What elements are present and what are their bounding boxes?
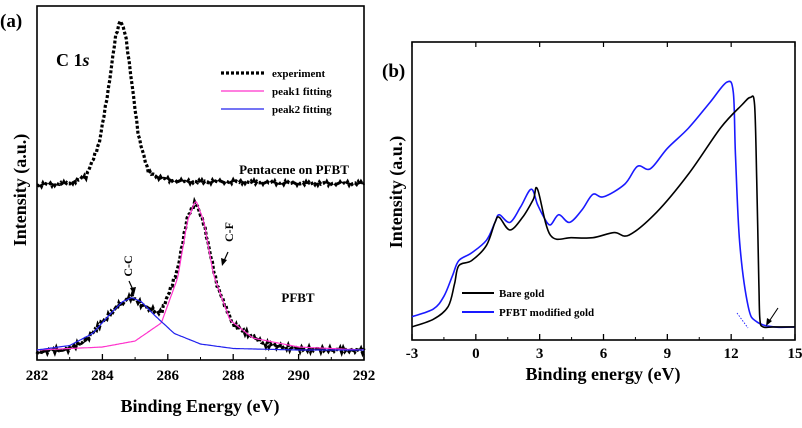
panel-a-label: (a) (0, 11, 22, 32)
panel-b-legend: Bare gold PFBT modified gold (462, 288, 594, 319)
panel-b-xtick-label: 12 (724, 346, 739, 362)
panel-a-xtick-label: 282 (26, 368, 49, 384)
legend-label-experiment: experiment (272, 68, 325, 80)
panel-a-title-suffix: s (82, 50, 90, 70)
panel-a-curves (35, 17, 366, 358)
panel-a-xlabel: Binding Energy (eV) (120, 396, 279, 417)
panel-b-ylabel: Intensity (a.u.) (386, 136, 407, 249)
legend-label-peak2-fitting: peak2 fitting (272, 104, 332, 116)
panel-b-xtick-label: -3 (406, 346, 419, 362)
blue-edge-arrow (736, 312, 749, 329)
cc-arrowhead (130, 287, 136, 295)
panel-b-curves (411, 80, 796, 329)
panel-b-label: (b) (382, 61, 405, 82)
legend-label-peak1-fitting: peak1 fitting (272, 86, 332, 98)
panel-a-xtick-label: 290 (287, 368, 310, 384)
panel-b-xtick-label: 15 (788, 346, 802, 362)
annotation-cf: C-F (222, 222, 236, 242)
panel-a-series-experiment-0 (36, 17, 366, 190)
annotation-pentacene-on-pfbt: Pentacene on PFBT (239, 162, 349, 177)
panel-b-xtick-label: 3 (536, 346, 544, 362)
panel-a-series-peak1-fitting-2 (36, 201, 365, 351)
panel-a-legend: experiment peak1 fitting peak2 fitting (221, 68, 332, 116)
annotation-pfbt: PFBT (281, 290, 315, 305)
panel-b-series-Bare-gold (411, 95, 795, 329)
panel-b-xtick-label: 6 (600, 346, 608, 362)
panel-b-xlabel: Binding energy (eV) (526, 364, 681, 385)
cf-arrowhead (221, 258, 227, 266)
panel-a-ylabel: Intensity (a.u.) (10, 134, 31, 247)
panel-a-series-experiment-1 (35, 196, 366, 358)
panel-a-series-peak2-fitting-3 (36, 297, 364, 351)
panel-a-title: C 1s (56, 50, 90, 70)
panel-a-xtick-label: 292 (353, 368, 376, 384)
annotation-cc: C-C (121, 255, 135, 276)
black-edge-arrowhead (766, 318, 772, 326)
panel-a-xtick-label: 286 (157, 368, 180, 384)
panel-b-xtick-label: 0 (472, 346, 480, 362)
panel-a-xtick-label: 288 (222, 368, 245, 384)
panel-b: (b) Intensity (a.u.) Binding energy (eV)… (382, 41, 802, 385)
legend-label-PFBT-modified-gold: PFBT modified gold (499, 307, 594, 319)
panel-b-series-PFBT-modified-gold (411, 80, 796, 329)
panel-a-ticks: 282 284 286 288 290 292 (26, 354, 376, 384)
legend-label-Bare-gold: Bare gold (499, 288, 544, 300)
panel-a-title-text: C 1 (56, 50, 83, 70)
panel-b-xtick-label: 9 (664, 346, 672, 362)
panel-a: (a) C 1s Intensity (a.u.) Binding Energy… (0, 5, 376, 417)
panel-b-ticks: -3 0 3 6 9 12 15 (406, 42, 802, 362)
panel-a-xtick-label: 284 (91, 368, 114, 384)
